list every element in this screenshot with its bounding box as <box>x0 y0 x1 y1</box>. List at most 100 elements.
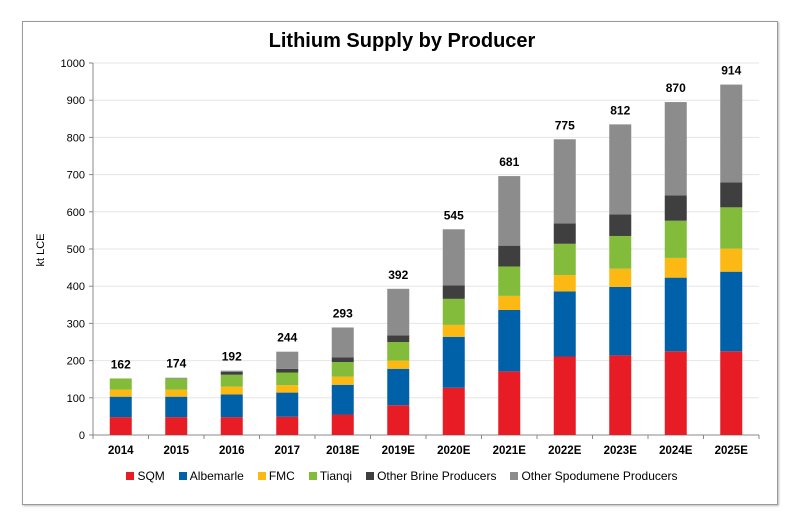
y-tick-label: 900 <box>67 95 85 107</box>
bar-albemarle <box>165 396 188 418</box>
data-label: 545 <box>444 208 464 222</box>
bar-albemarle <box>109 396 132 418</box>
legend-item: FMC <box>257 469 295 483</box>
bar-fmc <box>498 295 521 311</box>
data-label: 392 <box>388 268 408 282</box>
y-axis-label: kt LCE <box>35 233 47 266</box>
bar-tianqi <box>720 207 743 249</box>
bar-albemarle <box>664 277 687 352</box>
bar-albemarle <box>609 286 632 356</box>
bar-albemarle <box>442 336 465 388</box>
bar-other-spodumene-producers <box>664 102 687 196</box>
data-label: 162 <box>111 357 131 371</box>
bar-fmc <box>720 248 743 272</box>
bar-fmc <box>387 360 410 369</box>
bar-other-spodumene-producers <box>276 351 299 369</box>
bar-tianqi <box>331 362 354 377</box>
x-tick-label: 2015 <box>163 445 189 457</box>
bar-other-brine-producers <box>276 368 299 373</box>
legend-label: SQM <box>137 469 165 483</box>
data-label: 244 <box>277 331 297 345</box>
x-tick-label: 2018E <box>326 445 360 457</box>
y-tick-label: 500 <box>67 244 85 256</box>
bar-sqm <box>664 351 687 435</box>
x-tick-label: 2019E <box>382 445 416 457</box>
bar-sqm <box>220 417 243 435</box>
bar-tianqi <box>664 220 687 258</box>
bar-tianqi <box>109 378 132 390</box>
bar-albemarle <box>720 271 743 352</box>
bar-other-spodumene-producers <box>720 84 743 183</box>
y-tick-label: 1000 <box>61 58 85 70</box>
bar-albemarle <box>498 310 521 372</box>
y-tick-label: 600 <box>67 207 85 219</box>
x-tick-label: 2020E <box>437 445 471 457</box>
bar-tianqi <box>498 266 521 296</box>
data-label: 174 <box>166 357 186 371</box>
bar-fmc <box>609 268 632 287</box>
bar-fmc <box>442 324 465 337</box>
bar-other-spodumene-producers <box>609 124 632 215</box>
legend-swatch <box>178 472 187 480</box>
x-tick-label: 2022E <box>548 445 582 457</box>
bar-other-brine-producers <box>553 223 576 244</box>
bar-tianqi <box>276 372 299 386</box>
y-tick-label: 400 <box>67 281 85 293</box>
legend-label: Other Spodumene Producers <box>521 469 678 483</box>
bar-fmc <box>276 385 299 393</box>
bar-fmc <box>331 376 354 385</box>
bar-albemarle <box>553 291 576 357</box>
legend-item: Albemarle <box>178 469 244 483</box>
legend-swatch <box>308 472 317 480</box>
bar-tianqi <box>609 235 632 269</box>
legend-swatch <box>257 472 266 480</box>
bar-tianqi <box>387 342 410 361</box>
bar-other-spodumene-producers <box>220 370 243 372</box>
legend-label: Albemarle <box>189 469 244 483</box>
legend-swatch <box>510 472 519 480</box>
legend-label: Tianqi <box>319 469 353 483</box>
bar-sqm <box>498 371 521 435</box>
data-label: 870 <box>666 81 686 95</box>
bar-sqm <box>276 416 299 435</box>
bar-tianqi <box>553 243 576 276</box>
bar-other-spodumene-producers <box>387 288 410 336</box>
bar-other-brine-producers <box>498 245 521 267</box>
data-label: 192 <box>222 350 242 364</box>
bar-other-spodumene-producers <box>498 176 521 246</box>
bar-albemarle <box>331 384 354 415</box>
x-tick-label: 2025E <box>715 445 749 457</box>
bar-other-spodumene-producers <box>553 139 576 224</box>
bar-sqm <box>720 351 743 435</box>
bar-fmc <box>109 389 132 397</box>
x-tick-label: 2023E <box>604 445 638 457</box>
y-tick-label: 700 <box>67 170 85 182</box>
bar-fmc <box>165 389 188 397</box>
legend-label: FMC <box>268 469 295 483</box>
bar-sqm <box>165 417 188 435</box>
bar-sqm <box>331 414 354 435</box>
bar-other-brine-producers <box>220 371 243 375</box>
bar-tianqi <box>220 374 243 387</box>
chart-title: Lithium Supply by Producer <box>268 30 536 52</box>
legend-swatch <box>126 472 135 480</box>
y-tick-label: 0 <box>79 430 85 442</box>
bar-fmc <box>553 275 576 292</box>
bar-other-spodumene-producers <box>442 229 465 286</box>
bar-fmc <box>220 386 243 395</box>
legend-label: Other Brine Producers <box>377 469 497 483</box>
bar-other-spodumene-producers <box>165 377 188 379</box>
y-tick-label: 200 <box>67 356 85 368</box>
chart-frame <box>22 21 778 505</box>
bar-sqm <box>609 355 632 435</box>
bar-albemarle <box>387 368 410 406</box>
bar-other-brine-producers <box>331 357 354 363</box>
legend-swatch <box>366 472 375 480</box>
data-label: 812 <box>610 103 630 117</box>
data-label: 293 <box>333 306 353 320</box>
y-tick-label: 800 <box>67 132 85 144</box>
data-label: 681 <box>499 155 519 169</box>
bar-other-brine-producers <box>720 182 743 208</box>
legend: SQM Albemarle FMC Tianqi Other Brine Produce… <box>0 469 804 483</box>
